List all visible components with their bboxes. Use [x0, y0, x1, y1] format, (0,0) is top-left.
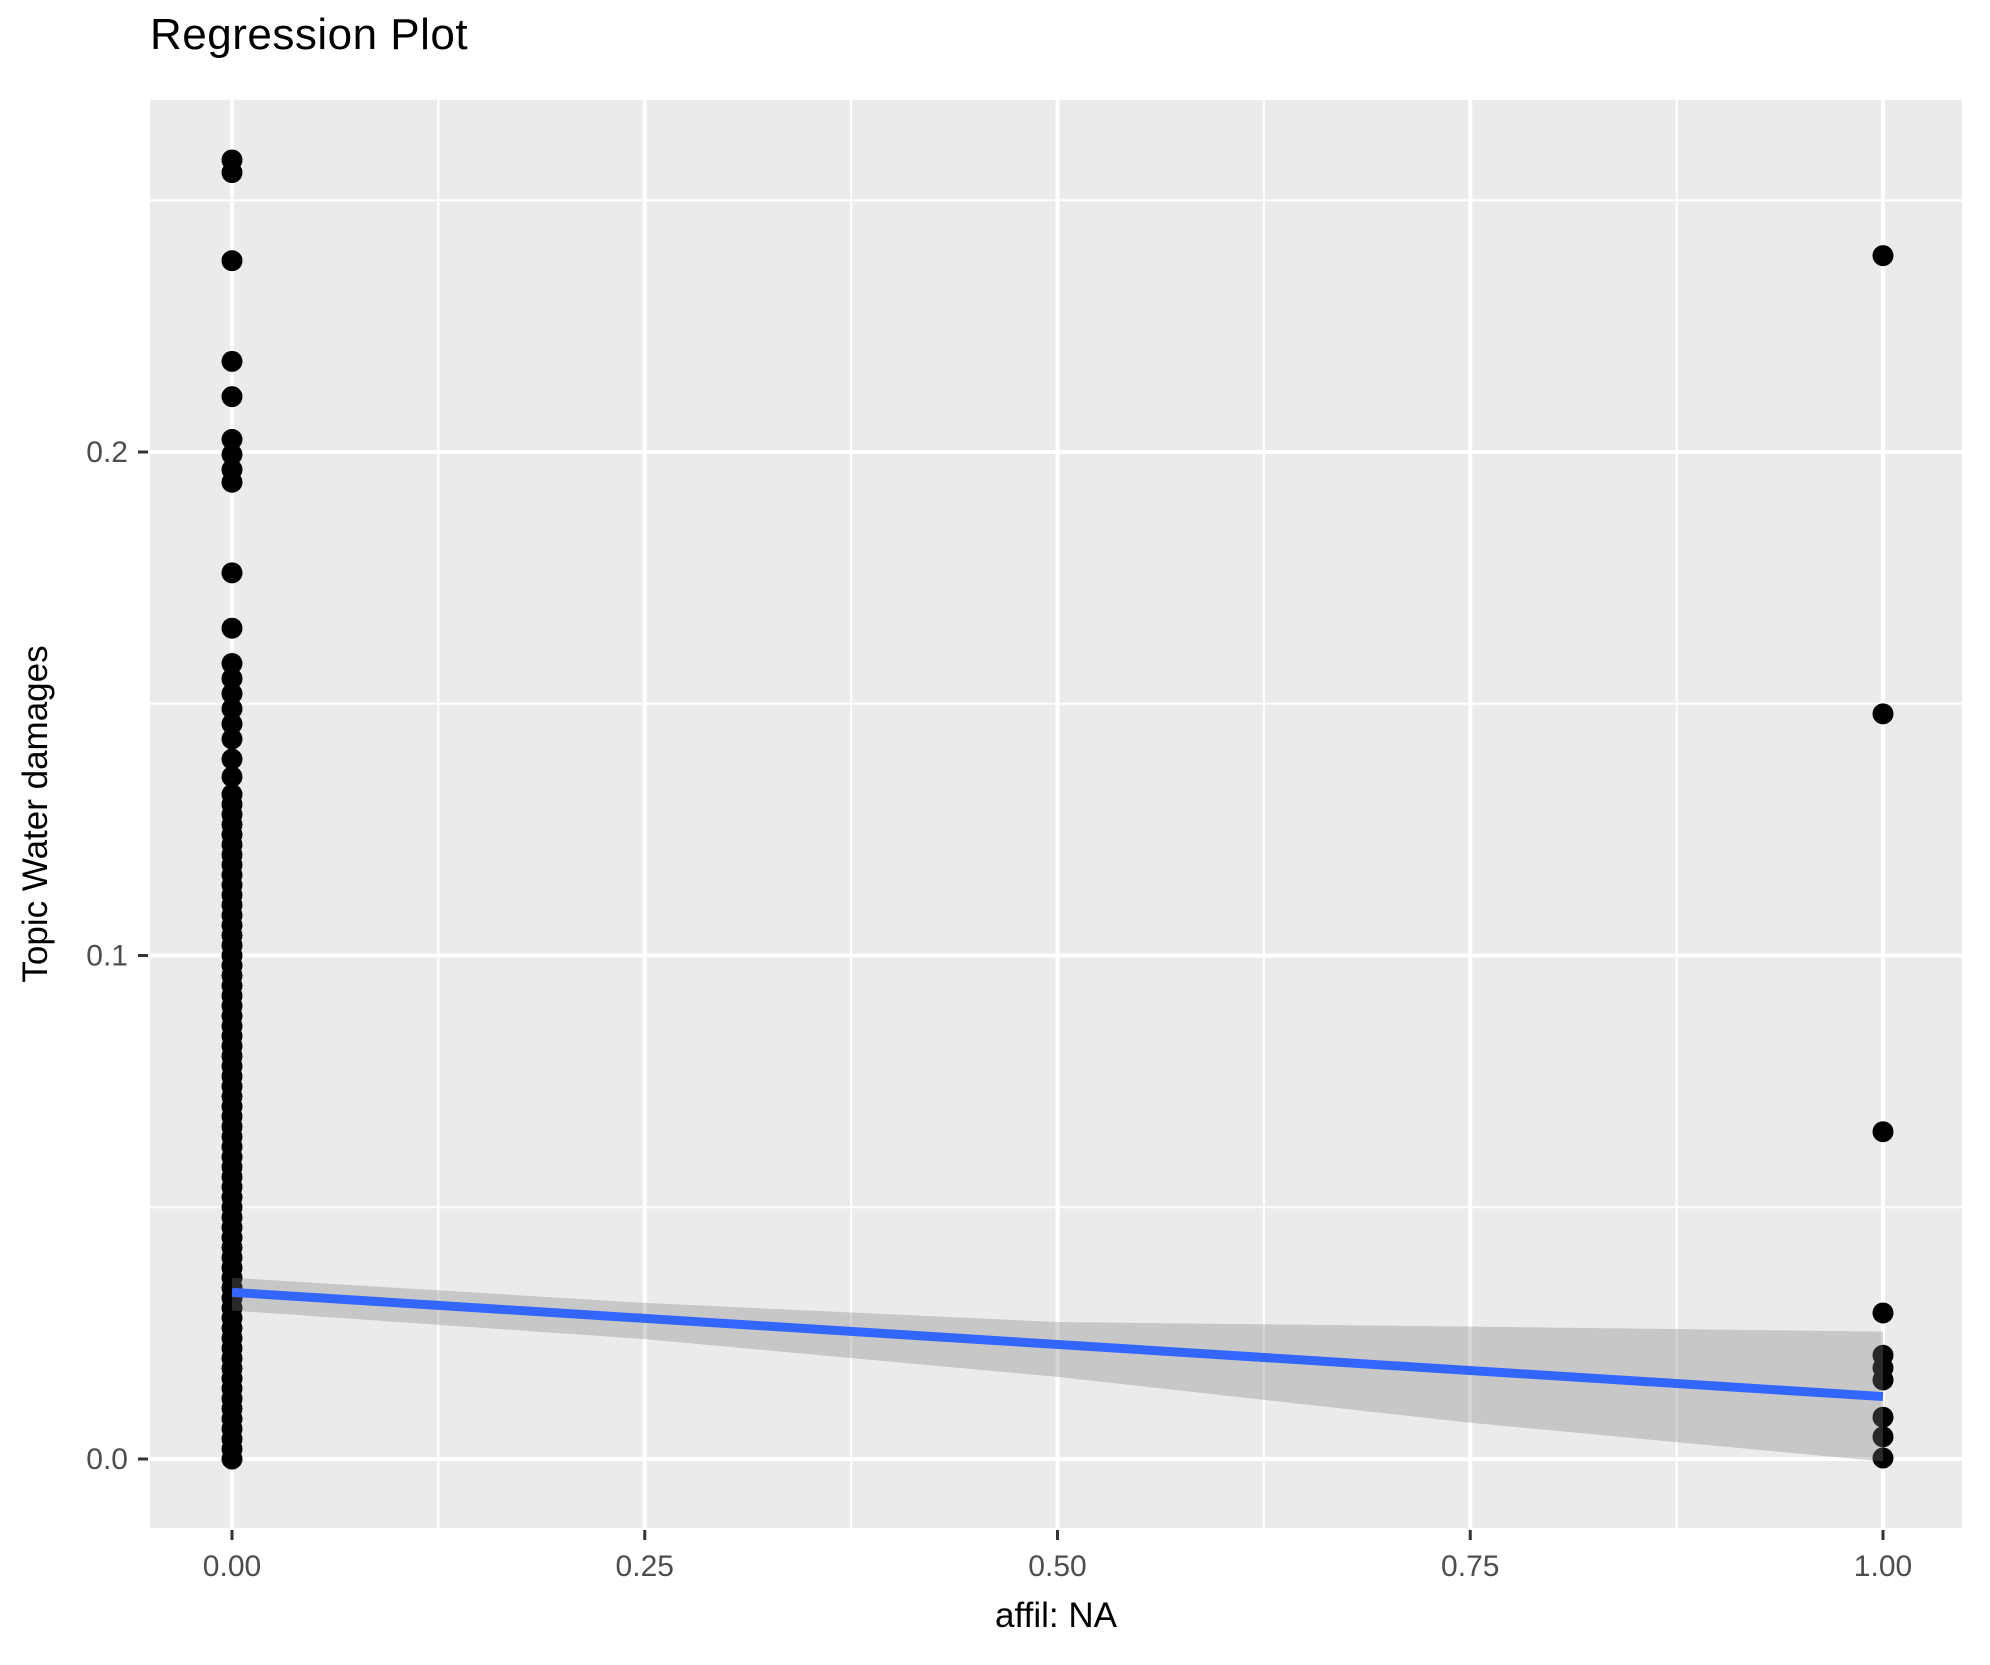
- data-point: [221, 350, 243, 372]
- data-point: [221, 162, 243, 184]
- data-point: [1872, 1121, 1894, 1143]
- data-point: [221, 713, 243, 735]
- x-tick-label: 0.25: [616, 1550, 674, 1583]
- scatter-points: [221, 149, 1894, 1470]
- data-point: [1872, 1447, 1894, 1469]
- data-point: [221, 698, 243, 720]
- data-point: [221, 386, 243, 408]
- y-tick-label: 0.2: [86, 436, 128, 469]
- data-point: [1872, 1426, 1894, 1448]
- data-point: [221, 766, 243, 788]
- data-point: [221, 250, 243, 272]
- y-tick-label: 0.1: [86, 940, 128, 973]
- x-tick-label: 0.75: [1441, 1550, 1499, 1583]
- x-tick-label: 0.50: [1028, 1550, 1086, 1583]
- data-point: [1872, 245, 1894, 267]
- data-point: [221, 728, 243, 750]
- confidence-band: [232, 1277, 1883, 1462]
- x-tick-label: 0.00: [203, 1550, 261, 1583]
- data-point: [221, 793, 243, 815]
- data-point: [221, 652, 243, 674]
- data-point: [221, 471, 243, 493]
- x-tick-label: 1.00: [1854, 1550, 1912, 1583]
- data-point: [1872, 1302, 1894, 1324]
- data-point: [221, 617, 243, 639]
- y-tick-label: 0.0: [86, 1443, 128, 1476]
- x-axis-title: affil: NA: [995, 1596, 1117, 1635]
- data-point: [1872, 1369, 1894, 1391]
- data-point: [221, 683, 243, 705]
- regression-line: [231, 1287, 1884, 1402]
- y-axis-title: Topic Water damages: [16, 645, 55, 983]
- data-point: [221, 562, 243, 584]
- data-point: [221, 748, 243, 770]
- data-point: [221, 668, 243, 690]
- data-point: [1872, 1406, 1894, 1428]
- plot-title: Regression Plot: [150, 10, 469, 59]
- data-point: [221, 444, 243, 466]
- data-point: [221, 428, 243, 450]
- data-point: [1872, 703, 1894, 725]
